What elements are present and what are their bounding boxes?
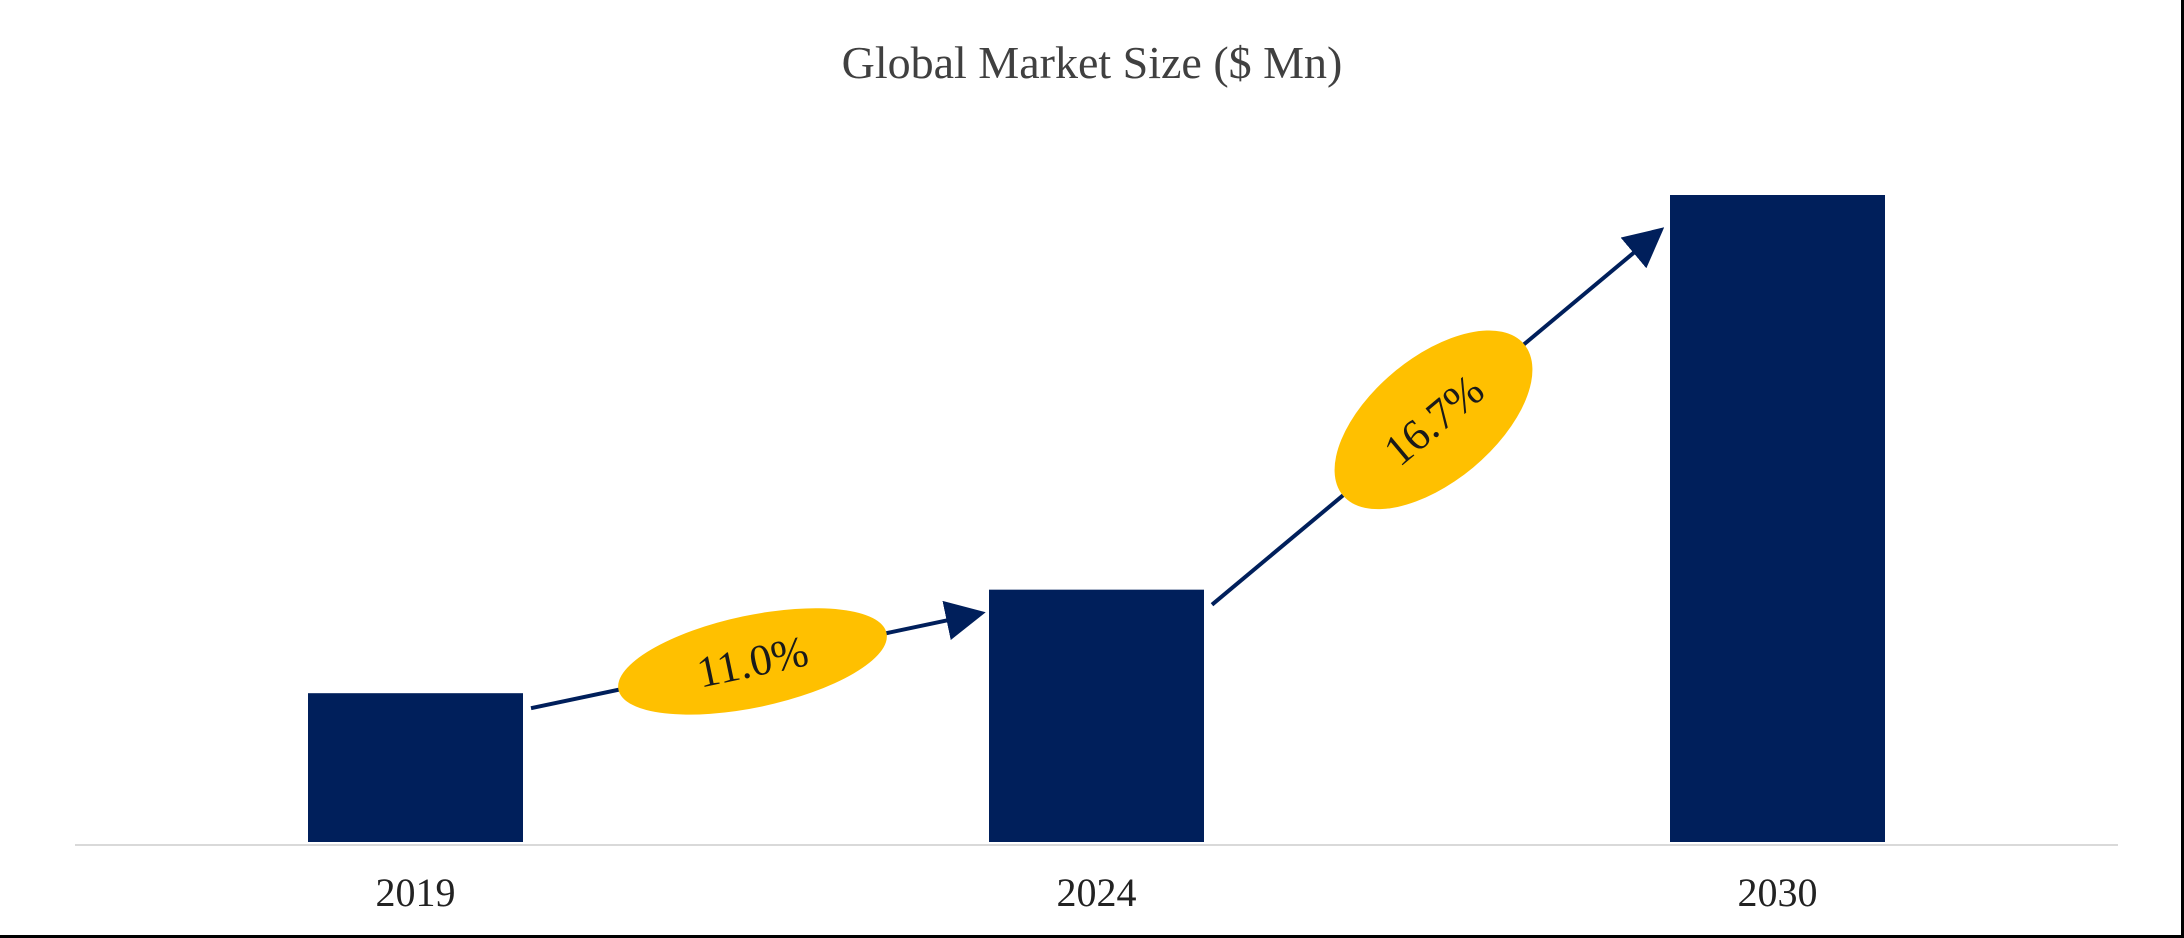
bar-2024 [989,589,1204,842]
x-tick-label-2019: 2019 [376,870,456,915]
cagr-badge-2024-2030: 16.7% [1334,330,1533,510]
cagr-ellipse [1334,330,1533,510]
cagr-badge-2019-2024: 11.0% [618,608,887,715]
x-tick-label-2024: 2024 [1057,870,1137,915]
bar-2019 [308,693,523,842]
cagr-ellipse [618,608,887,715]
chart-title: Global Market Size ($ Mn) [842,37,1343,88]
x-tick-label-2030: 2030 [1738,870,1818,915]
bar-2030 [1670,195,1885,842]
